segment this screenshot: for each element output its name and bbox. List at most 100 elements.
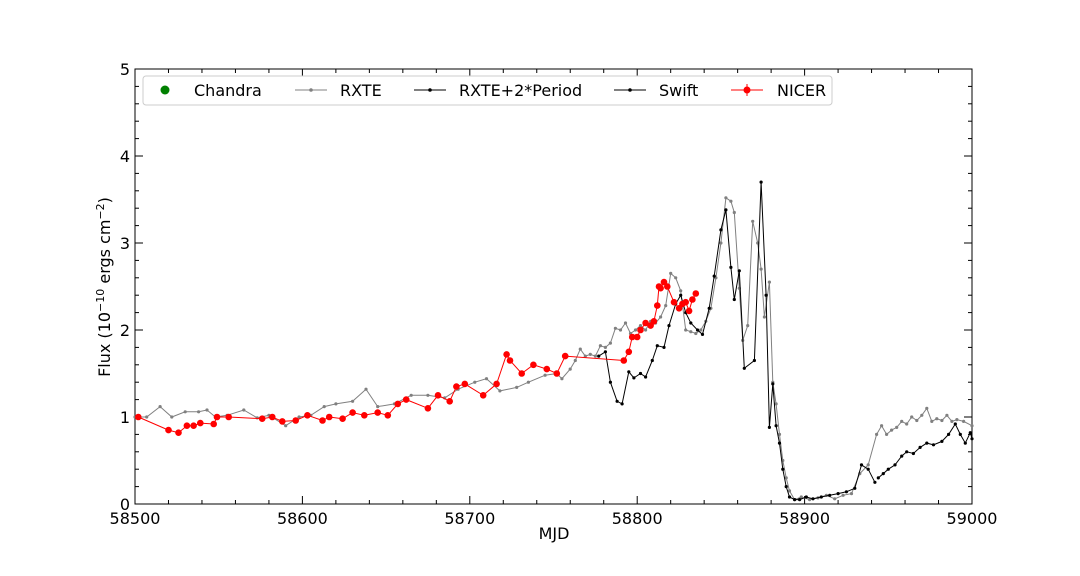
data-point-rxte bbox=[473, 380, 477, 384]
data-point-rxte-2-period bbox=[759, 180, 763, 184]
data-point-rxte-2-period bbox=[873, 480, 877, 484]
data-point-rxte-2-period bbox=[742, 366, 746, 370]
data-point-rxte bbox=[895, 425, 899, 429]
data-point-swift bbox=[931, 443, 936, 447]
data-point-swift bbox=[953, 422, 957, 426]
data-point-swift bbox=[968, 431, 972, 435]
data-point-rxte bbox=[664, 304, 668, 308]
data-point-rxte bbox=[900, 419, 904, 423]
data-point-rxte bbox=[699, 328, 703, 332]
data-point-rxte bbox=[777, 432, 782, 436]
data-point-rxte-2-period bbox=[719, 228, 723, 232]
x-tick-label: 58900 bbox=[779, 509, 830, 528]
x-axis-label: MJD bbox=[539, 524, 570, 543]
data-point-nicer bbox=[637, 326, 644, 334]
data-point-nicer bbox=[325, 413, 333, 421]
data-point-rxte-2-period bbox=[667, 324, 671, 328]
axis-ticks: 58500 58600 58700 58800 58900 59000 0 1 2 3 4 5 bbox=[110, 60, 998, 528]
y-tick-label: 4 bbox=[120, 147, 130, 166]
plot-area-frame bbox=[134, 68, 973, 505]
series-line-rxte-2-period bbox=[598, 182, 876, 501]
data-point-rxte bbox=[183, 410, 187, 414]
data-point-swift bbox=[970, 437, 974, 441]
data-point-swift bbox=[963, 441, 967, 445]
data-point-rxte-2-period bbox=[771, 382, 775, 386]
data-point-rxte bbox=[334, 402, 338, 406]
x-tick-label: 58700 bbox=[444, 509, 495, 528]
data-point-nicer bbox=[633, 333, 641, 341]
data-point-rxte bbox=[603, 345, 608, 349]
data-point-nicer bbox=[197, 419, 204, 427]
data-point-nicer bbox=[479, 392, 487, 399]
data-point-rxte bbox=[568, 367, 572, 371]
data-point-nicer bbox=[165, 426, 172, 434]
data-point-nicer bbox=[225, 413, 232, 421]
data-point-nicer bbox=[210, 420, 217, 428]
data-point-rxte bbox=[618, 328, 623, 332]
y-tick-label: 1 bbox=[120, 408, 130, 427]
data-point-nicer bbox=[339, 415, 346, 423]
data-point-swift bbox=[940, 439, 944, 443]
data-point-swift bbox=[947, 432, 951, 436]
data-point-nicer bbox=[279, 418, 286, 425]
data-point-rxte bbox=[866, 463, 870, 467]
data-point-rxte bbox=[593, 354, 598, 358]
data-point-rxte bbox=[659, 315, 663, 319]
data-point-nicer bbox=[503, 351, 510, 358]
data-point-nicer bbox=[506, 357, 514, 364]
data-point-nicer bbox=[642, 319, 649, 327]
data-point-nicer bbox=[374, 409, 382, 416]
data-point-rxte-2-period bbox=[777, 441, 782, 445]
data-point-rxte bbox=[608, 341, 613, 345]
data-point-rxte bbox=[351, 399, 355, 403]
data-point-rxte bbox=[623, 321, 628, 325]
data-point-rxte bbox=[808, 498, 812, 502]
data-point-rxte-2-period bbox=[804, 495, 808, 499]
data-point-rxte-2-period bbox=[866, 467, 870, 471]
data-point-nicer bbox=[213, 413, 221, 421]
data-point-rxte-2-period bbox=[859, 463, 864, 467]
data-point-rxte-2-period bbox=[836, 492, 840, 496]
data-point-rxte bbox=[515, 385, 519, 389]
data-point-nicer bbox=[292, 417, 300, 424]
data-point-rxte bbox=[297, 415, 301, 419]
data-point-rxte-2-period bbox=[774, 424, 778, 428]
data-point-rxte-2-period bbox=[737, 269, 741, 273]
data-point-rxte-2-period bbox=[752, 358, 757, 363]
data-point-rxte bbox=[498, 389, 502, 393]
data-point-rxte bbox=[560, 377, 564, 381]
legend-label-chandra: Chandra bbox=[194, 81, 262, 100]
data-point-rxte bbox=[905, 422, 909, 426]
data-point-rxte bbox=[920, 413, 924, 417]
data-point-swift bbox=[886, 467, 890, 471]
data-point-rxte bbox=[729, 199, 733, 203]
data-point-nicer bbox=[561, 352, 569, 360]
data-point-nicer bbox=[493, 380, 500, 388]
data-point-nicer bbox=[461, 380, 469, 388]
data-point-rxte-2-period bbox=[620, 402, 624, 406]
data-point-swift bbox=[925, 441, 929, 445]
data-point-rxte-2-period bbox=[615, 399, 619, 403]
data-point-rxte-2-period bbox=[655, 344, 659, 348]
data-point-rxte bbox=[364, 387, 368, 391]
series-swift bbox=[876, 422, 974, 480]
data-point-rxte bbox=[322, 405, 326, 409]
data-point-rxte bbox=[746, 324, 750, 328]
legend-entry-swift: Swift bbox=[614, 81, 698, 100]
data-point-rxte-2-period bbox=[798, 498, 802, 502]
data-point-nicer bbox=[625, 348, 633, 356]
data-point-nicer bbox=[650, 318, 658, 325]
data-point-rxte bbox=[962, 419, 966, 423]
legend-marker-chandra bbox=[160, 85, 170, 95]
legend-label-rxte: RXTE bbox=[340, 81, 382, 100]
data-point-rxte bbox=[762, 315, 767, 319]
data-point-rxte bbox=[684, 328, 688, 332]
data-point-rxte bbox=[638, 324, 643, 328]
data-point-rxte bbox=[880, 424, 884, 428]
data-point-rxte bbox=[915, 418, 919, 423]
y-tick-label: 3 bbox=[120, 234, 130, 253]
data-point-nicer bbox=[258, 415, 266, 423]
x-tick-label: 58600 bbox=[277, 509, 328, 528]
data-point-nicer bbox=[685, 307, 693, 315]
